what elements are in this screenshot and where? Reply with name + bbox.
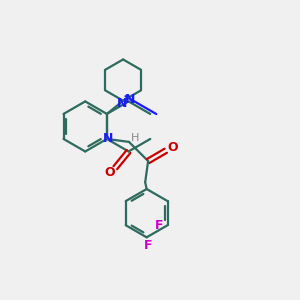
Text: F: F: [155, 219, 164, 232]
Text: F: F: [144, 239, 152, 252]
Text: N: N: [116, 97, 127, 110]
Text: O: O: [167, 141, 178, 154]
Text: O: O: [105, 166, 115, 178]
Text: N: N: [125, 93, 135, 106]
Text: N: N: [103, 133, 114, 146]
Text: H: H: [131, 134, 140, 143]
